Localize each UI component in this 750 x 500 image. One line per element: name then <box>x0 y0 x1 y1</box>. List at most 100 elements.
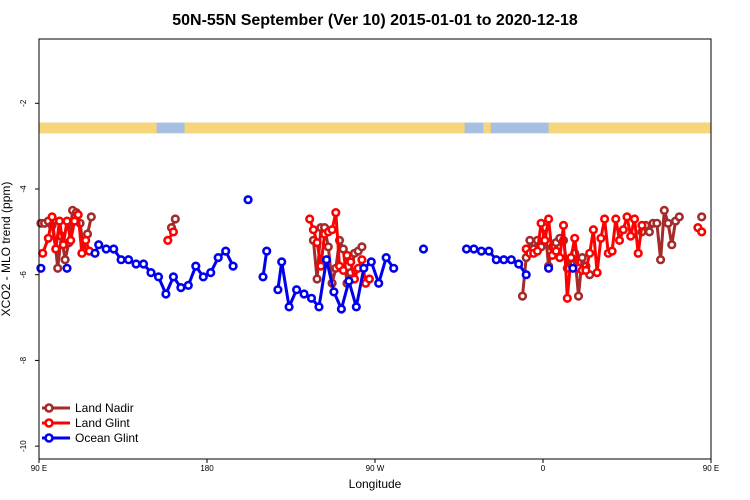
series-layer <box>36 195 707 314</box>
land-nadir-point <box>674 212 684 222</box>
ocean-glint-point <box>262 246 272 256</box>
ocean-glint-point <box>306 293 317 303</box>
ocean-glint-point <box>292 285 302 295</box>
legend-land-glint-marker <box>44 418 54 428</box>
land-glint-point <box>588 225 599 235</box>
ocean-glint-point <box>469 244 479 254</box>
ocean-glint-point <box>176 283 186 293</box>
ocean-glint-point <box>277 257 287 267</box>
ocean-glint-point <box>116 255 126 265</box>
ocean-glint-point <box>131 259 141 269</box>
land-glint-point <box>73 210 83 220</box>
y-axis: -2 -4 -6 -8 -10 <box>19 99 39 452</box>
land-nadir-point <box>517 291 528 301</box>
ocean-glint-point <box>461 244 472 254</box>
ocean-glint-point <box>359 263 369 273</box>
strip-land <box>483 122 491 134</box>
land-glint-point <box>43 233 53 243</box>
land-glint-point <box>629 214 640 224</box>
x-axis: 90 E 180 90 W 0 90 E <box>31 459 719 473</box>
land-nadir-point <box>53 263 63 273</box>
land-glint-point <box>592 268 602 278</box>
ocean-glint-point <box>389 263 399 273</box>
x-axis-label: Longitude <box>349 477 402 491</box>
ocean-glint-point <box>258 272 268 282</box>
ocean-glint-point <box>161 289 171 299</box>
land-glint-point <box>536 218 546 228</box>
land-glint-point <box>327 225 337 235</box>
land-nadir-point <box>655 255 666 265</box>
land-glint-point <box>633 248 643 258</box>
land-glint-point <box>618 225 628 235</box>
land-glint-point <box>316 261 326 271</box>
land-glint-point <box>308 225 319 235</box>
x-tick-label: 90 E <box>703 464 719 473</box>
land-glint-point <box>312 238 322 248</box>
ocean-glint-point <box>90 248 100 258</box>
land-nadir-point <box>573 291 584 301</box>
ocean-glint-point <box>94 240 104 250</box>
land-nadir-point <box>323 242 333 252</box>
land-glint-point <box>47 212 57 222</box>
land-glint-point <box>357 255 367 265</box>
chart-title: 50N-55N September (Ver 10) 2015-01-01 to… <box>172 12 578 29</box>
land-glint-point <box>342 250 352 260</box>
ocean-glint-point <box>374 278 384 288</box>
land-glint-point <box>555 253 565 263</box>
ocean-glint-point <box>381 253 391 263</box>
ocean-glint-point <box>206 268 216 278</box>
ocean-glint-point <box>273 285 283 295</box>
ocean-glint-point <box>476 246 487 256</box>
land-glint-point <box>364 274 375 284</box>
land-glint-point <box>607 246 617 256</box>
strip-land <box>548 122 711 134</box>
ocean-glint-point <box>491 255 501 265</box>
land-glint-point <box>331 208 341 218</box>
land-glint-point <box>346 257 356 267</box>
ocean-glint-point <box>243 195 253 205</box>
surface-type-strip <box>39 122 711 134</box>
land-glint-point <box>596 233 606 243</box>
ocean-glint-point <box>109 244 119 254</box>
y-tick-label: -10 <box>19 440 28 452</box>
land-nadir-point <box>652 218 662 228</box>
ocean-glint-point <box>321 255 332 265</box>
ocean-glint-point <box>62 263 72 273</box>
ocean-glint-point <box>183 280 193 291</box>
land-glint-point <box>540 235 550 245</box>
ocean-glint-point <box>101 244 111 254</box>
ocean-glint-point <box>543 263 554 273</box>
land-nadir-point <box>60 255 70 265</box>
land-nadir-point <box>667 240 677 250</box>
series-ocean-glint <box>36 195 578 314</box>
ocean-glint-point <box>153 272 164 282</box>
land-glint-point <box>543 214 554 224</box>
legend-land-nadir-label: Land Nadir <box>75 401 134 415</box>
land-glint-point <box>611 214 621 224</box>
land-glint-point <box>626 231 636 241</box>
land-glint-point <box>69 216 80 226</box>
land-glint-point <box>585 248 595 258</box>
land-glint-point <box>551 246 561 256</box>
land-glint-point <box>77 248 87 258</box>
ocean-glint-point <box>329 287 339 297</box>
land-glint-point <box>66 235 76 245</box>
x-tick-label: 90 W <box>366 464 385 473</box>
ocean-glint-point <box>228 261 238 271</box>
ocean-glint-point <box>521 270 531 280</box>
ocean-glint-point <box>146 268 156 278</box>
land-glint-point <box>51 244 61 254</box>
x-tick-label: 180 <box>200 464 214 473</box>
land-nadir-point <box>577 253 587 263</box>
land-glint-point <box>614 235 625 245</box>
strip-land <box>184 122 465 134</box>
ocean-glint-point <box>336 304 347 314</box>
y-tick-label: -6 <box>19 271 28 279</box>
ocean-glint-point <box>314 302 324 312</box>
ocean-glint-point <box>284 302 294 312</box>
x-tick-label: 90 E <box>31 464 47 473</box>
y-tick-label: -4 <box>19 185 28 193</box>
land-glint-point <box>532 246 543 256</box>
